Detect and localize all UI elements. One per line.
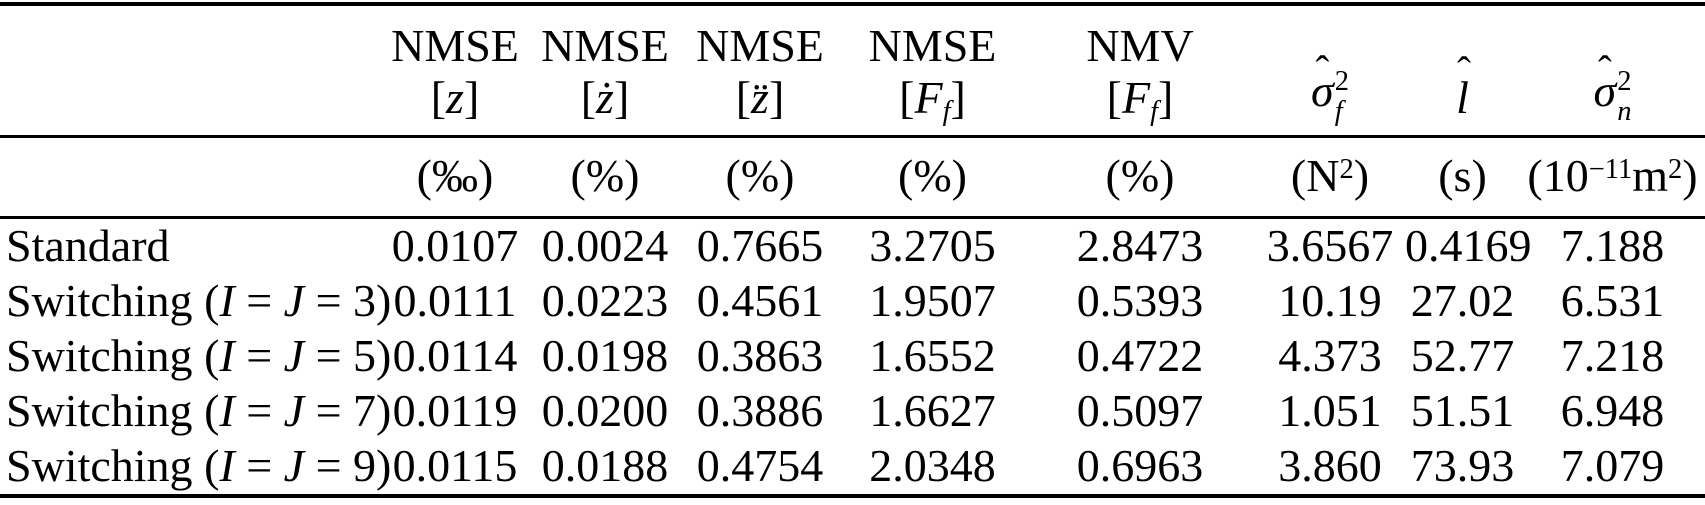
unit-newton-squared: (N2) xyxy=(1255,136,1405,219)
col-symbol: [z̈] xyxy=(735,72,785,124)
cell-value: 0.0119 xyxy=(392,385,518,437)
col-title: NMV xyxy=(1086,20,1194,71)
cell-value: 1.051 xyxy=(1278,385,1382,437)
cell-value: 0.4754 xyxy=(696,440,824,492)
header-row-units: (‰) (%) (%) (%) (%) (N2) (s) (10−11m2) xyxy=(0,136,1705,219)
row-label: Switching (I = J = 7) xyxy=(6,385,392,437)
cell-value: 0.0198 xyxy=(541,330,669,382)
cell-value: 0.0200 xyxy=(541,385,669,437)
col-header-nmse-z: NMSE [z] xyxy=(380,4,530,138)
cell-value: 0.4561 xyxy=(696,275,824,327)
cell-value: 52.77 xyxy=(1410,330,1515,382)
col-title: NMSE xyxy=(541,20,669,71)
unit-permille: (‰) xyxy=(380,136,530,219)
cell-value: 0.6963 xyxy=(1076,440,1204,492)
col-header-nmse-zdot: NMSE [ż] xyxy=(530,4,680,138)
row-label: Switching (I = J = 3) xyxy=(6,275,392,327)
cell-value: 0.0024 xyxy=(541,220,669,272)
unit-percent: (%) xyxy=(530,136,680,219)
cell-value: 7.218 xyxy=(1560,330,1665,382)
col-header-nmse-ff: NMSE [Ff] xyxy=(840,4,1025,138)
cell-value: 1.6552 xyxy=(869,330,996,382)
cell-value: 51.51 xyxy=(1410,385,1515,437)
cell-value: 0.4169 xyxy=(1405,220,1532,272)
col-symbol: [Ff] xyxy=(899,72,966,128)
row-label: Switching (I = J = 5) xyxy=(6,330,392,382)
col-symbol: [Ff] xyxy=(1106,72,1174,128)
unit-seconds: (s) xyxy=(1405,136,1520,219)
col-title: NMSE xyxy=(696,20,824,71)
table-row-switching-3: Switching (I = J = 3) 0.0111 0.0223 0.45… xyxy=(0,274,1705,329)
cell-value: 0.5097 xyxy=(1076,385,1204,437)
cell-value: 6.948 xyxy=(1560,385,1665,437)
cell-value: 6.531 xyxy=(1560,275,1665,327)
cell-value: 3.860 xyxy=(1278,440,1382,492)
col-header-nmv-ff: NMV [Ff] xyxy=(1025,4,1255,138)
table-row-switching-9: Switching (I = J = 9) 0.0115 0.0188 0.47… xyxy=(0,439,1705,496)
unit-percent: (%) xyxy=(840,136,1025,219)
cell-value: 1.6627 xyxy=(869,385,996,437)
cell-value: 0.0107 xyxy=(391,220,519,272)
row-label: Switching (I = J = 9) xyxy=(6,440,392,492)
table-row-switching-5: Switching (I = J = 5) 0.0114 0.0198 0.38… xyxy=(0,329,1705,384)
row-label-header-empty xyxy=(0,4,380,138)
unit-percent: (%) xyxy=(1025,136,1255,219)
cell-value: 73.93 xyxy=(1410,440,1515,492)
unit-empty xyxy=(0,136,380,219)
table-row-standard: Standard 0.0107 0.0024 0.7665 3.2705 2.8… xyxy=(0,217,1705,274)
cell-value: 0.0223 xyxy=(541,275,669,327)
cell-value: 7.079 xyxy=(1560,440,1665,492)
cell-value: 3.2705 xyxy=(869,220,996,272)
col-symbol: [ż] xyxy=(580,72,630,124)
cell-value: 0.0115 xyxy=(392,440,518,492)
cell-value: 1.9507 xyxy=(869,275,996,327)
cell-value: 27.02 xyxy=(1410,275,1515,327)
table-row-switching-7: Switching (I = J = 7) 0.0119 0.0200 0.38… xyxy=(0,384,1705,439)
cell-value: 7.188 xyxy=(1560,220,1665,272)
unit-percent: (%) xyxy=(680,136,840,219)
cell-value: 0.3886 xyxy=(696,385,824,437)
cell-value: 0.0111 xyxy=(393,275,517,327)
cell-value: 2.8473 xyxy=(1076,220,1204,272)
col-symbol: [z] xyxy=(430,72,480,124)
cell-value: 0.5393 xyxy=(1076,275,1204,327)
cell-value: 0.0114 xyxy=(392,330,518,382)
col-title: NMSE xyxy=(391,20,519,71)
cell-value: 3.6567 xyxy=(1266,220,1394,272)
cell-value: 4.373 xyxy=(1278,330,1382,382)
cell-value: 2.0348 xyxy=(869,440,996,492)
header-row-names: NMSE [z] NMSE [ż] NMSE [z̈] NMSE [Ff] NM… xyxy=(0,4,1705,138)
cell-value: 0.3863 xyxy=(696,330,824,382)
cell-value: 10.19 xyxy=(1278,275,1382,327)
unit-meters-squared: (10−11m2) xyxy=(1520,136,1705,219)
cell-value: 0.4722 xyxy=(1076,330,1204,382)
cell-value: 0.7665 xyxy=(696,220,824,272)
col-header-nmse-zddot: NMSE [z̈] xyxy=(680,4,840,138)
row-label: Standard xyxy=(6,220,170,272)
cell-value: 0.0188 xyxy=(541,440,669,492)
col-title: NMSE xyxy=(868,20,997,71)
